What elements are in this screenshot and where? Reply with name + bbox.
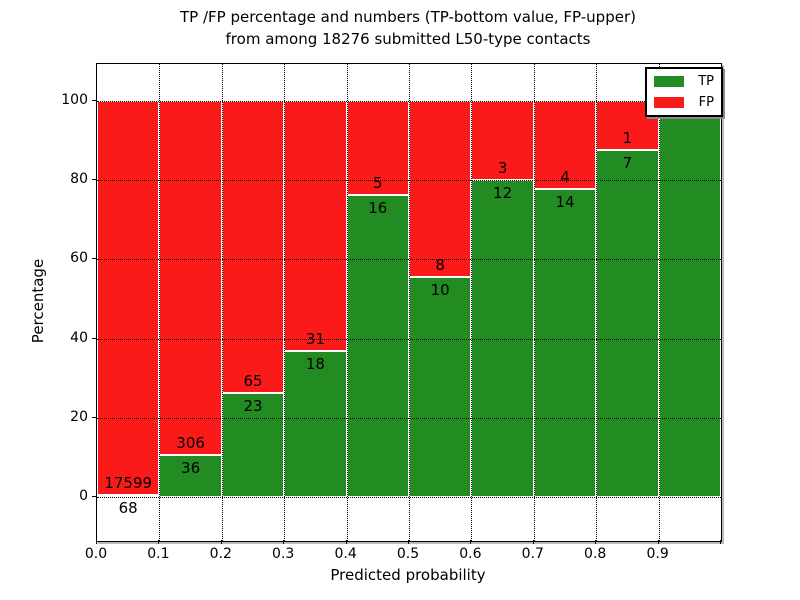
legend-entry-label: FP <box>698 95 714 110</box>
bar-count-label-fp: 17599 <box>104 474 153 493</box>
bar-count-label-fp: 4 <box>560 167 570 186</box>
bar-segment-fp <box>533 100 597 189</box>
legend-box: TP FP <box>645 67 723 117</box>
y-tick-label: 80 <box>70 171 88 188</box>
y-axis-label: Percentage <box>29 258 47 344</box>
gridline-vertical <box>658 64 660 541</box>
bar-segment-tp <box>97 495 160 498</box>
y-tick-mark <box>92 496 96 498</box>
bar-segment-tp <box>159 455 222 497</box>
fp-swatch-icon <box>654 97 684 108</box>
gridline-vertical <box>409 64 410 541</box>
y-tick-mark <box>92 416 96 418</box>
bar-count-label-tp: 23 <box>243 397 263 416</box>
tp-swatch-icon <box>654 76 684 87</box>
bar-count-label-fp: 5 <box>373 174 383 193</box>
bar-segment-tp <box>596 150 659 498</box>
y-tick-mark <box>92 99 96 101</box>
bar-segment-fp <box>97 100 160 496</box>
bar-count-label-tp: 14 <box>555 192 575 211</box>
bar-count-label-fp: 8 <box>435 255 445 274</box>
bar-segment-fp <box>346 100 409 196</box>
y-tick-label: 0 <box>79 488 88 505</box>
bar-count-label-tp: 36 <box>181 459 201 478</box>
y-tick-label: 20 <box>70 408 88 425</box>
bar-count-label-tp: 7 <box>622 154 633 173</box>
gridline-vertical <box>346 64 348 541</box>
y-tick-mark <box>92 337 96 339</box>
y-tick-mark <box>92 179 96 181</box>
x-tick-mark <box>595 540 597 544</box>
bar-segment-fp <box>409 100 472 277</box>
legend-entry: TP <box>654 74 714 89</box>
y-tick-mark <box>92 258 96 260</box>
x-tick-mark <box>408 540 409 544</box>
x-tick-label: 0.4 <box>334 546 357 562</box>
bar-count-label-fp: 3 <box>497 159 508 178</box>
bar-segment-tp <box>346 195 409 498</box>
x-tick-label: 0.1 <box>147 546 170 562</box>
bar-count-label-tp: 68 <box>118 499 138 518</box>
gridline-vertical <box>533 64 535 541</box>
bar-segment-tp <box>409 276 472 498</box>
gridline-vertical <box>284 64 286 541</box>
x-tick-label: 0.0 <box>84 546 108 562</box>
x-tick-mark <box>657 540 659 544</box>
gridline-vertical <box>221 64 223 541</box>
x-tick-mark <box>220 540 222 544</box>
bar-count-label-tp: 12 <box>493 184 513 203</box>
bar-segment-fp <box>284 100 347 352</box>
plot-area: 175996830636652331185168103124141750 <box>96 63 722 542</box>
x-tick-label: 0.9 <box>646 546 669 562</box>
chart-title: TP /FP percentage and numbers (TP-bottom… <box>96 6 720 50</box>
bar-segment-fp <box>221 100 285 394</box>
bar-segment-fp <box>159 100 222 456</box>
bar-segment-tp <box>533 188 597 497</box>
x-tick-mark <box>158 540 160 544</box>
bar-segment-tp <box>284 351 347 498</box>
bar-segment-fp <box>471 100 534 181</box>
x-tick-label: 0.2 <box>209 546 232 562</box>
chart-title-line2: from among 18276 submitted L50-type cont… <box>225 30 591 48</box>
bar-count-label-fp: 306 <box>176 434 205 453</box>
y-tick-label: 40 <box>70 329 88 346</box>
gridline-vertical <box>159 64 161 541</box>
x-tick-mark <box>532 540 534 544</box>
x-tick-label: 0.6 <box>459 546 482 562</box>
x-tick-label: 0.8 <box>584 546 607 562</box>
chart-title-line1: TP /FP percentage and numbers (TP-bottom… <box>180 8 636 26</box>
x-tick-label: 0.5 <box>396 546 420 562</box>
x-tick-mark <box>96 540 97 544</box>
x-tick-mark <box>720 540 721 544</box>
bar-segment-tp <box>658 100 721 498</box>
bar-count-label-tp: 18 <box>305 355 325 374</box>
y-tick-label: 100 <box>61 91 88 108</box>
bar-count-label-fp: 31 <box>305 330 325 349</box>
legend-entry-label: TP <box>698 74 714 89</box>
bar-count-label-tp: 16 <box>368 199 388 218</box>
legend-entry: FP <box>654 95 714 110</box>
x-tick-mark <box>345 540 347 544</box>
x-axis-label: Predicted probability <box>330 566 486 584</box>
gridline-vertical <box>471 64 473 541</box>
x-tick-mark <box>470 540 472 544</box>
bar-count-label-fp: 65 <box>243 372 263 391</box>
bar-count-label-fp: 1 <box>622 129 633 148</box>
bar-count-label-tp: 10 <box>430 280 450 299</box>
x-tick-mark <box>283 540 285 544</box>
y-tick-label: 60 <box>70 250 88 267</box>
x-tick-label: 0.7 <box>521 546 544 562</box>
gridline-vertical <box>596 64 598 541</box>
x-tick-label: 0.3 <box>272 546 295 562</box>
